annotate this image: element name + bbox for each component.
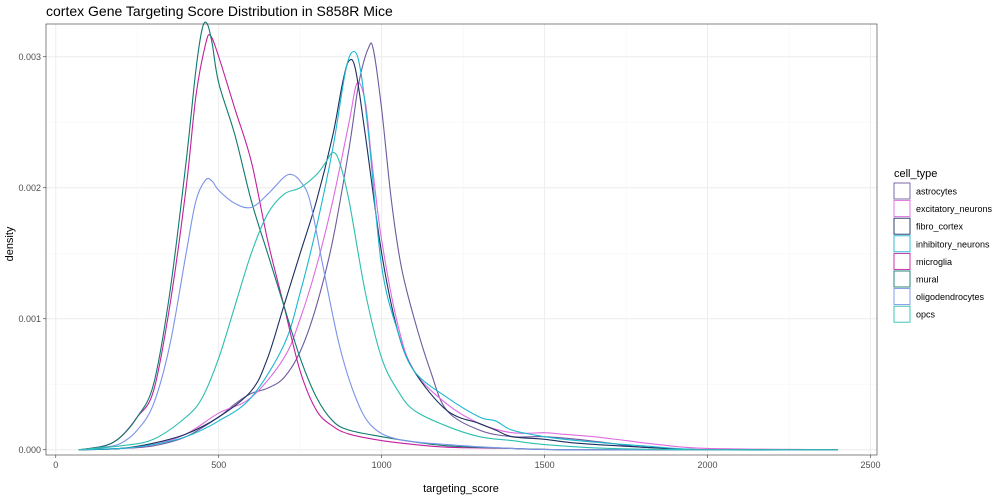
legend-label: opcs [916,310,936,320]
legend-item: fibro_cortex [893,217,964,235]
density-line-inhibitory-neurons [78,50,838,451]
y-tick-label: 0.000 [18,445,41,455]
grid-lines [46,24,877,455]
legend-label: fibro_cortex [916,222,964,232]
chart-title: cortex Gene Targeting Score Distribution… [46,3,393,19]
x-axis-title: targeting_score [423,483,499,495]
density-line-microglia [78,34,838,451]
x-axis-ticks: 0 500 1000 1500 2000 2500 [53,455,880,470]
legend-item: oligodendrocytes [893,288,985,306]
legend-label: microglia [916,257,952,267]
x-tick-label: 0 [53,460,58,470]
legend-title: cell_type [894,168,937,180]
panel-border [45,23,878,456]
legend-key [893,182,911,200]
legend-label: inhibitory_neurons [916,239,990,249]
plot-panel [46,24,877,455]
x-tick-label: 500 [211,460,226,470]
legend-item: excitatory_neurons [893,200,993,218]
panel-background [46,24,877,455]
legend-label: excitatory_neurons [916,204,993,214]
legend-label: astrocytes [916,187,958,197]
x-tick-label: 1000 [372,460,392,470]
legend: cell_type astrocytes excitatory_neuronsfi… [893,168,993,323]
legend-key [893,288,911,306]
density-line-opcs [78,151,838,451]
legend-item: mural [893,270,939,288]
y-tick-label: 0.002 [18,183,41,193]
x-tick-label: 2500 [860,460,880,470]
legend-key [893,217,911,235]
legend-key [893,252,911,270]
y-axis-ticks: 0.000 0.001 0.002 0.003 [18,52,46,455]
legend-label: mural [916,275,939,285]
legend-key [893,270,911,288]
y-tick-label: 0.003 [18,52,41,62]
legend-key [893,200,911,218]
legend-label: oligodendrocytes [916,292,985,302]
y-tick-label: 0.001 [18,314,41,324]
y-axis-title: density [4,226,16,261]
x-tick-label: 2000 [698,460,718,470]
density-lines [78,21,838,451]
density-line-fibro-cortex [78,58,838,451]
density-line-mural [78,21,838,451]
legend-item: astrocytes [893,182,958,200]
legend-item: inhibitory_neurons [893,235,990,253]
density-line-astrocytes [78,42,838,451]
x-tick-label: 1500 [535,460,555,470]
legend-key [893,305,911,323]
legend-key [893,235,911,253]
legend-item: opcs [893,305,936,323]
legend-item: microglia [893,252,952,270]
density-line-oligodendrocytes [78,173,838,451]
